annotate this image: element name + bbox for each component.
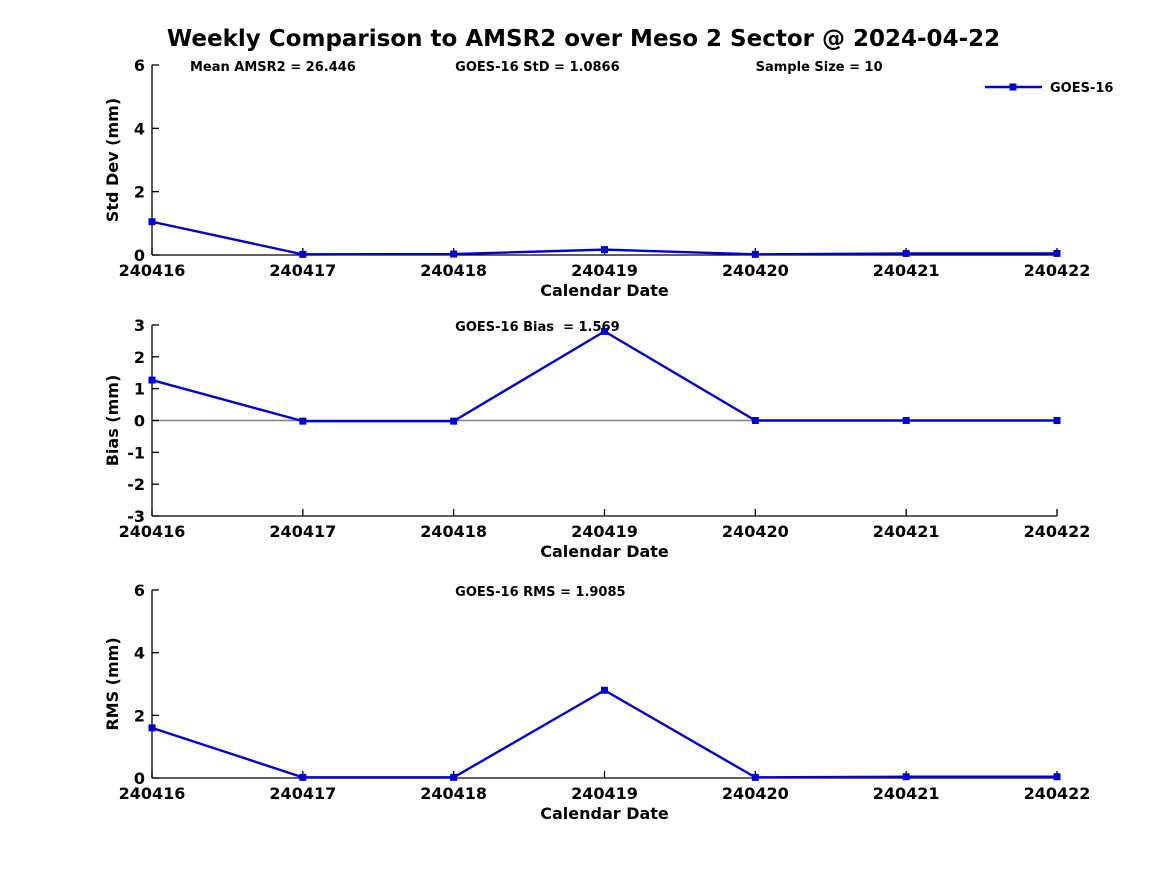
- x-tick-label: 240419: [571, 261, 638, 280]
- data-point-marker: [902, 249, 910, 257]
- y-tick-label: -2: [127, 475, 145, 494]
- data-point-marker: [299, 773, 307, 781]
- x-tick-label: 240422: [1024, 784, 1091, 803]
- y-axis-label: RMS (mm): [103, 637, 122, 730]
- data-point-marker: [601, 246, 608, 254]
- data-point-marker: [1053, 249, 1061, 257]
- x-tick-label: 240420: [722, 784, 789, 803]
- x-tick-label: 240419: [571, 784, 638, 803]
- x-tick-label: 240416: [119, 784, 186, 803]
- data-point-marker: [902, 773, 910, 781]
- y-tick-label: 4: [134, 644, 145, 663]
- data-point-marker: [148, 724, 156, 732]
- data-point-marker: [299, 250, 307, 258]
- std-dev-subplot: 0 2 4 6 240416 240417 240418 240419 240420 240421…: [103, 56, 1113, 300]
- x-tick-label: 240422: [1024, 522, 1091, 541]
- x-tick-label: 240419: [571, 522, 638, 541]
- data-point-marker: [601, 686, 608, 694]
- y-tick-label: 2: [134, 348, 145, 367]
- x-tick-label: 240421: [873, 784, 940, 803]
- y-tick-label: 3: [134, 316, 145, 335]
- legend-label: GOES-16: [1050, 81, 1113, 96]
- data-line: [150, 689, 1059, 779]
- x-axis-label: Calendar Date: [540, 542, 669, 561]
- y-tick-label: 6: [134, 56, 145, 75]
- y-axis-label: Bias (mm): [103, 375, 122, 467]
- data-point-marker: [902, 417, 910, 424]
- annotation: Sample Size = 10: [756, 60, 883, 75]
- x-tick-label: 240417: [269, 522, 336, 541]
- bias-subplot: -3 -2 -1 0 1 2 3 240416 240417 240418 240419 240420…: [103, 316, 1090, 561]
- x-axis-label: Calendar Date: [540, 804, 669, 823]
- data-point-marker: [1053, 417, 1061, 424]
- y-tick-label: 6: [134, 581, 145, 600]
- annotation: GOES-16 Bias = 1.569: [455, 320, 619, 335]
- data-line: [150, 330, 1059, 423]
- annotation: Mean AMSR2 = 26.446: [190, 60, 356, 75]
- x-tick-label: 240422: [1024, 261, 1091, 280]
- y-tick-label: 0: [134, 769, 145, 788]
- legend-marker-icon: [1009, 83, 1017, 91]
- y-tick-label: 2: [134, 706, 145, 725]
- x-tick-label: 240420: [722, 261, 789, 280]
- x-tick-label: 240418: [420, 784, 487, 803]
- y-tick-label: -1: [127, 443, 145, 462]
- y-tick-label: 0: [134, 412, 145, 431]
- y-tick-label: 0: [134, 246, 145, 265]
- x-tick-label: 240417: [269, 784, 336, 803]
- annotation: GOES-16 RMS = 1.9085: [455, 585, 625, 600]
- data-point-marker: [450, 250, 458, 258]
- legend: GOES-16: [985, 81, 1113, 96]
- data-point-marker: [751, 773, 759, 781]
- chart-title: Weekly Comparison to AMSR2 over Meso 2 S…: [166, 26, 1001, 52]
- data-point-marker: [148, 376, 156, 384]
- y-tick-label: 2: [134, 183, 145, 202]
- x-tick-label: 240418: [420, 261, 487, 280]
- x-tick-label: 240421: [873, 261, 940, 280]
- y-tick-label: 1: [134, 380, 145, 399]
- rms-subplot: 0 2 4 6 240416 240417 240418 240419 240420 240421…: [103, 581, 1090, 823]
- x-tick-label: 240417: [269, 261, 336, 280]
- data-point-marker: [148, 218, 156, 226]
- y-tick-label: 4: [134, 119, 145, 138]
- x-tick-label: 240421: [873, 522, 940, 541]
- annotation: GOES-16 StD = 1.0866: [455, 60, 619, 75]
- data-point-marker: [450, 773, 458, 781]
- x-tick-label: 240420: [722, 522, 789, 541]
- data-point-marker: [601, 327, 608, 335]
- y-axis-label: Std Dev (mm): [103, 98, 122, 222]
- data-point-marker: [751, 417, 759, 424]
- data-point-marker: [751, 250, 759, 258]
- data-point-marker: [1053, 773, 1061, 781]
- x-tick-label: 240416: [119, 261, 186, 280]
- data-point-marker: [299, 417, 307, 425]
- x-tick-label: 240416: [119, 522, 186, 541]
- x-tick-label: 240418: [420, 522, 487, 541]
- data-point-marker: [450, 417, 458, 425]
- x-axis-label: Calendar Date: [540, 281, 669, 300]
- y-tick-label: -3: [127, 507, 145, 526]
